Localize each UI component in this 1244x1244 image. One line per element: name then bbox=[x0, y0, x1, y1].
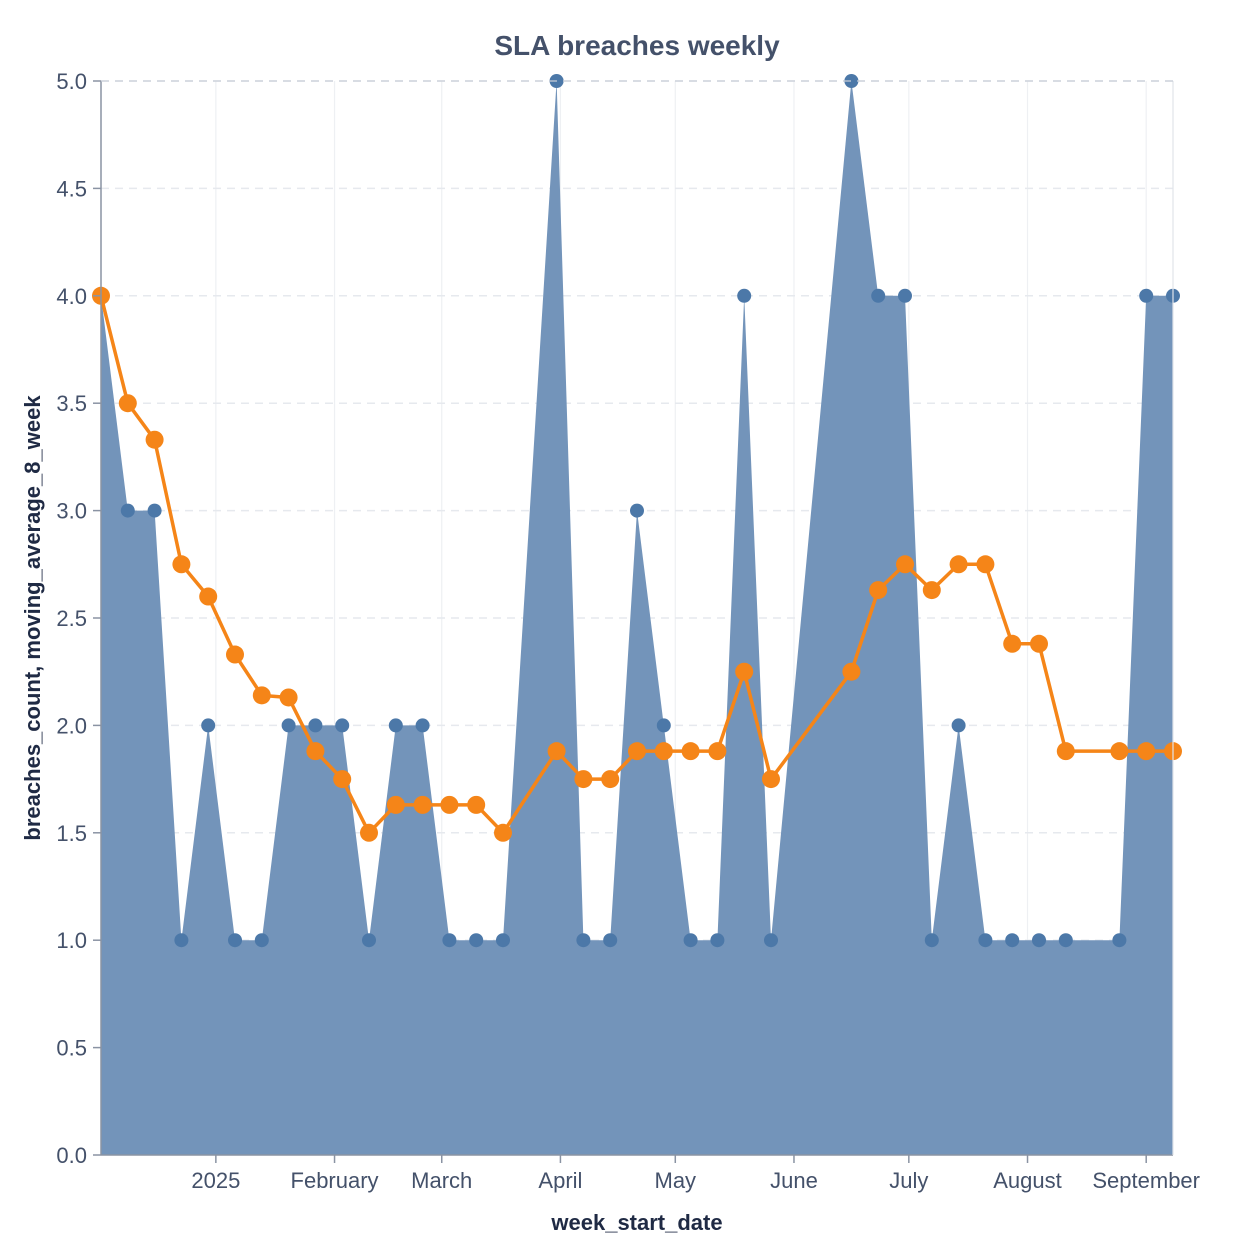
breaches-point-27 bbox=[898, 288, 912, 303]
moving-average-point-34 bbox=[1110, 742, 1129, 761]
axes: 0.0 0.5 1.0 1.5 2.0 2.5 3.0 3.5 4.0 4.5 5.0 2025 Feb… bbox=[56, 69, 1200, 1193]
moving-average-point-26 bbox=[869, 581, 888, 600]
breaches-point-25 bbox=[844, 74, 859, 88]
moving-average-point-1 bbox=[118, 394, 137, 413]
y-tick-label-10: 5.0 bbox=[56, 69, 87, 94]
moving-average-point-6 bbox=[252, 686, 271, 705]
moving-average-point-28 bbox=[922, 581, 941, 600]
y-tick-label-4: 2.0 bbox=[56, 713, 87, 738]
breaches-point-32 bbox=[1032, 933, 1046, 948]
moving-average-point-10 bbox=[360, 823, 378, 842]
breaches-point-22 bbox=[710, 933, 725, 948]
breaches-point-19 bbox=[630, 503, 644, 518]
breaches-point-35 bbox=[1139, 288, 1154, 303]
moving-average-point-13 bbox=[440, 795, 459, 814]
moving-average-point-20 bbox=[654, 742, 673, 761]
breaches-point-11 bbox=[388, 718, 403, 733]
x-tick-label-0: 2025 bbox=[191, 1168, 240, 1193]
breaches-point-29 bbox=[951, 718, 966, 733]
chart-title: SLA breaches weekly bbox=[494, 30, 780, 61]
breaches-point-23 bbox=[737, 288, 752, 303]
moving-average-point-17 bbox=[574, 770, 593, 789]
y-tick-label-7: 3.5 bbox=[56, 391, 87, 416]
breaches-point-3 bbox=[174, 933, 189, 948]
x-tick-label-4: May bbox=[655, 1168, 697, 1193]
breaches-point-13 bbox=[442, 933, 457, 948]
y-tick-label-0: 0.0 bbox=[56, 1143, 87, 1168]
breaches-point-7 bbox=[281, 718, 296, 733]
x-tick-label-3: April bbox=[538, 1168, 582, 1193]
moving-average-point-23 bbox=[735, 662, 754, 681]
y-tick-label-1: 0.5 bbox=[56, 1036, 87, 1061]
breaches-point-4 bbox=[201, 718, 216, 733]
moving-average-point-4 bbox=[199, 587, 218, 606]
moving-average-point-32 bbox=[1030, 634, 1048, 653]
y-tick-label-9: 4.5 bbox=[56, 176, 87, 201]
moving-average-point-24 bbox=[762, 770, 780, 789]
breaches-point-33 bbox=[1058, 933, 1073, 948]
breaches-point-5 bbox=[228, 933, 242, 948]
moving-average-point-22 bbox=[708, 742, 727, 761]
moving-average-point-25 bbox=[842, 662, 861, 681]
breaches-point-34 bbox=[1112, 933, 1127, 948]
x-tick-label-6: July bbox=[889, 1168, 928, 1193]
moving-average-point-8 bbox=[306, 742, 325, 761]
breaches-point-30 bbox=[978, 933, 993, 948]
y-tick-label-8: 4.0 bbox=[56, 284, 87, 309]
moving-average-point-18 bbox=[601, 770, 620, 789]
moving-average-points bbox=[92, 286, 1182, 842]
x-tick-label-7: August bbox=[993, 1168, 1062, 1193]
moving-average-point-3 bbox=[172, 555, 191, 574]
moving-average-point-5 bbox=[226, 645, 244, 664]
breaches-point-2 bbox=[147, 503, 162, 518]
moving-average-point-27 bbox=[896, 555, 914, 574]
breaches-point-26 bbox=[871, 288, 886, 303]
breaches-area bbox=[101, 81, 1173, 1155]
y-tick-label-2: 1.0 bbox=[56, 928, 87, 953]
x-axis-title: week_start_date bbox=[550, 1210, 722, 1235]
y-axis-title: breaches_count, moving_average_8_week bbox=[20, 395, 45, 841]
moving-average-point-30 bbox=[976, 555, 995, 574]
moving-average-point-7 bbox=[279, 688, 298, 707]
y-tick-label-6: 3.0 bbox=[56, 499, 87, 524]
x-tick-label-8: September bbox=[1092, 1168, 1200, 1193]
breaches-point-10 bbox=[362, 933, 376, 948]
breaches-point-1 bbox=[120, 503, 135, 518]
moving-average-point-15 bbox=[494, 823, 512, 842]
moving-average-point-19 bbox=[628, 742, 646, 761]
breaches-point-6 bbox=[254, 933, 269, 948]
breaches-point-24 bbox=[764, 933, 778, 948]
breaches-point-12 bbox=[415, 718, 430, 733]
moving-average-point-31 bbox=[1003, 634, 1022, 653]
breaches-point-17 bbox=[576, 933, 591, 948]
x-tick-label-1: February bbox=[291, 1168, 379, 1193]
moving-average-point-11 bbox=[386, 795, 405, 814]
moving-average-point-2 bbox=[145, 430, 164, 449]
breaches-point-15 bbox=[496, 933, 510, 948]
moving-average-point-33 bbox=[1056, 742, 1075, 761]
y-tick-label-5: 2.5 bbox=[56, 606, 87, 631]
moving-average-point-35 bbox=[1137, 742, 1156, 761]
breaches-point-9 bbox=[335, 718, 350, 733]
moving-average-point-9 bbox=[333, 770, 352, 789]
moving-average-point-29 bbox=[949, 555, 968, 574]
breaches-point-18 bbox=[603, 933, 618, 948]
breaches-point-21 bbox=[683, 933, 698, 948]
breaches-point-8 bbox=[308, 718, 323, 733]
x-tick-label-2: March bbox=[411, 1168, 472, 1193]
moving-average-point-14 bbox=[467, 795, 486, 814]
breaches-point-14 bbox=[469, 933, 484, 948]
moving-average-point-12 bbox=[413, 795, 432, 814]
breaches-point-28 bbox=[924, 933, 939, 948]
breaches-point-20 bbox=[656, 718, 671, 733]
breaches-point-31 bbox=[1005, 933, 1020, 948]
x-tick-label-5: June bbox=[770, 1168, 818, 1193]
moving-average-point-21 bbox=[681, 742, 700, 761]
y-tick-label-3: 1.5 bbox=[56, 821, 87, 846]
area-breaches-count bbox=[101, 81, 1173, 1155]
moving-average-point-16 bbox=[547, 742, 566, 761]
